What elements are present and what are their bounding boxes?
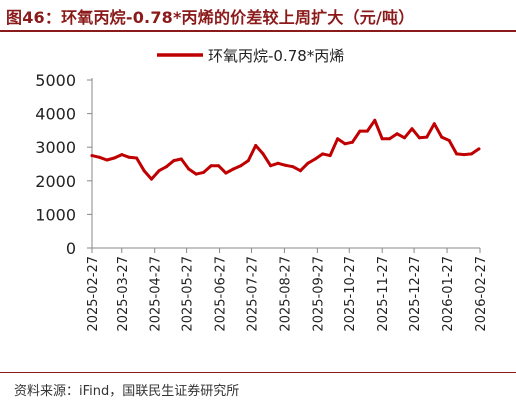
- data-point: [105, 158, 109, 162]
- x-tick-label: 2025-06-27: [214, 256, 229, 332]
- x-tick-label: 2025-04-27: [149, 256, 164, 332]
- data-point: [194, 172, 198, 176]
- data-point: [179, 157, 183, 161]
- data-point: [217, 164, 220, 168]
- data-point: [313, 157, 317, 161]
- data-point: [343, 142, 347, 146]
- data-point: [291, 165, 295, 169]
- x-tick-label: 2026-01-27: [441, 256, 456, 332]
- data-point: [246, 159, 250, 163]
- data-point: [477, 147, 481, 151]
- data-point: [336, 137, 340, 141]
- data-point: [470, 152, 473, 156]
- data-point: [172, 159, 176, 163]
- y-tick-label: 2000: [35, 172, 76, 191]
- source-note: 资料来源：iFind，国联民生证券研究所: [14, 384, 240, 399]
- x-tick-label: 2025-10-27: [343, 256, 358, 332]
- x-tick-label: 2025-03-27: [116, 256, 131, 332]
- data-point: [403, 136, 406, 140]
- x-tick-label: 2025-02-27: [86, 256, 101, 332]
- data-point: [90, 154, 94, 158]
- data-point: [239, 164, 243, 168]
- y-tick-label: 5000: [35, 71, 76, 90]
- data-point: [440, 135, 444, 139]
- data-point: [120, 153, 124, 157]
- data-point: [425, 135, 429, 139]
- x-tick-label: 2025-05-27: [181, 256, 196, 332]
- data-point: [150, 177, 153, 181]
- data-point: [358, 129, 362, 133]
- x-tick-label: 2025-07-27: [245, 256, 260, 332]
- y-tick-label: 0: [66, 239, 76, 258]
- data-point: [388, 137, 392, 141]
- x-tick-label: 2025-12-27: [408, 256, 423, 332]
- data-point: [328, 154, 332, 158]
- y-tick-label: 4000: [35, 105, 76, 124]
- data-point: [284, 163, 287, 167]
- series-line: [90, 118, 481, 181]
- x-tick-label: 2025-09-27: [311, 256, 326, 332]
- data-point: [447, 139, 451, 142]
- legend-label: 环氧丙烷-0.78*丙烯: [208, 47, 344, 65]
- data-point: [410, 127, 414, 131]
- page-title: 图46：环氧丙烷-0.78*丙烯的价差较上周扩大（元/吨）: [6, 8, 415, 27]
- data-point: [135, 156, 139, 160]
- data-point: [142, 169, 146, 173]
- source-divider: [0, 372, 516, 373]
- data-point: [202, 170, 206, 174]
- data-point: [112, 156, 116, 160]
- data-point: [298, 169, 302, 173]
- data-point: [261, 152, 265, 156]
- data-point: [127, 155, 131, 159]
- data-point: [97, 155, 101, 159]
- data-point: [373, 118, 377, 122]
- y-tick-label: 3000: [35, 138, 76, 157]
- data-point: [231, 167, 235, 171]
- data-point: [455, 152, 459, 156]
- data-point: [187, 167, 191, 171]
- data-point: [462, 153, 466, 157]
- data-point: [276, 161, 280, 165]
- data-point: [350, 140, 354, 144]
- y-tick-label: 1000: [35, 205, 76, 224]
- data-point: [269, 164, 273, 168]
- data-point: [224, 171, 228, 175]
- x-axis: 2025-02-27 2025-03-27 2025-04-27 2025-05-27…: [86, 247, 489, 332]
- y-axis: 0 1000 2000 3000 4000 5000: [35, 71, 93, 258]
- data-point: [321, 152, 325, 156]
- data-point: [164, 165, 168, 169]
- data-point: [209, 164, 213, 168]
- data-point: [157, 169, 161, 173]
- plot-area: [90, 118, 481, 181]
- chart-legend: 环氧丙烷-0.78*丙烯: [157, 47, 344, 65]
- title-divider: [0, 30, 516, 32]
- data-point: [380, 137, 384, 141]
- line-chart: 环氧丙烷-0.78*丙烯 0 1000 2000 3000 4000 5000 2025-…: [35, 47, 489, 332]
- data-point: [432, 122, 436, 126]
- x-tick-label: 2025-08-27: [278, 256, 293, 332]
- data-point: [306, 161, 310, 165]
- x-tick-label: 2026-02-27: [474, 256, 489, 332]
- data-point: [254, 144, 258, 147]
- data-point: [365, 129, 369, 133]
- data-point: [395, 132, 399, 136]
- data-point: [417, 136, 421, 140]
- x-tick-label: 2025-11-27: [376, 256, 391, 332]
